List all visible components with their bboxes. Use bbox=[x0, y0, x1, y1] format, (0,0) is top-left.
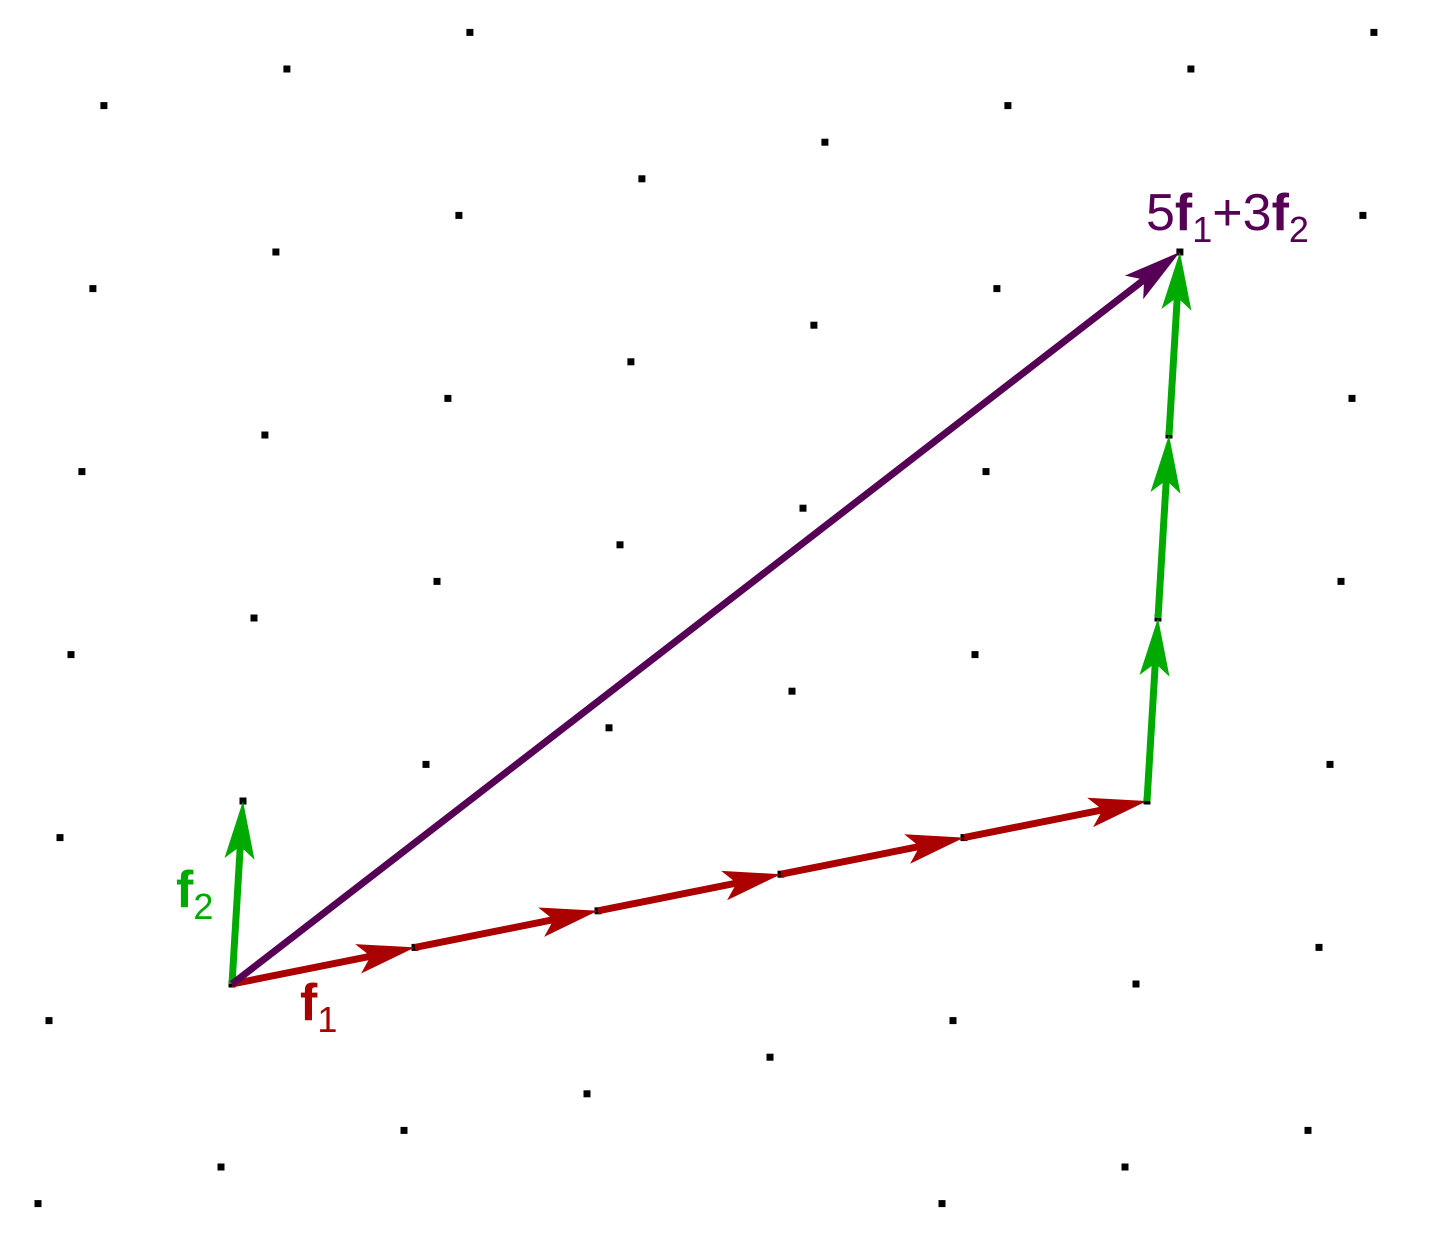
lattice-point bbox=[1359, 211, 1367, 219]
lattice-point bbox=[1337, 577, 1345, 585]
lattice-point bbox=[1348, 394, 1356, 402]
lattice-point bbox=[583, 1090, 591, 1098]
lattice-point bbox=[605, 724, 613, 732]
lattice-point bbox=[466, 28, 474, 36]
lattice-point bbox=[422, 760, 430, 768]
lattice-point bbox=[627, 358, 635, 366]
lattice-point bbox=[971, 651, 979, 659]
lattice-point bbox=[444, 394, 452, 402]
lattice-point bbox=[78, 468, 86, 476]
f1-step bbox=[963, 797, 1147, 842]
lattice-point bbox=[1121, 1163, 1129, 1171]
lattice-point bbox=[810, 321, 818, 329]
lattice-point bbox=[938, 1200, 946, 1208]
lattice-point bbox=[433, 577, 441, 585]
lattice-point bbox=[261, 431, 269, 439]
f2-step bbox=[1150, 435, 1181, 619]
lattice-point bbox=[799, 504, 807, 512]
lattice-point bbox=[1315, 943, 1323, 951]
lattice-point bbox=[67, 651, 75, 659]
lattice-point bbox=[89, 285, 97, 293]
lattice-point bbox=[1187, 65, 1195, 73]
lattice-point bbox=[616, 541, 624, 549]
f1-step bbox=[597, 870, 781, 915]
f2-step bbox=[1161, 252, 1192, 436]
f2-vector bbox=[224, 801, 255, 985]
lattice-point bbox=[400, 1126, 408, 1134]
lattice-point bbox=[56, 834, 64, 842]
f1-label: f1 bbox=[300, 974, 337, 1040]
lattice-point bbox=[34, 1200, 42, 1208]
lattice-point bbox=[949, 1017, 957, 1025]
f2-label: f2 bbox=[176, 861, 213, 927]
lattice-point bbox=[993, 285, 1001, 293]
lattice-point bbox=[1370, 28, 1378, 36]
lattice-point bbox=[821, 138, 829, 146]
lattice-point bbox=[638, 175, 646, 183]
sum-label: 5f1+3f2 bbox=[1146, 184, 1309, 250]
lattice-point bbox=[283, 65, 291, 73]
lattice-point bbox=[1004, 102, 1012, 110]
f1-step bbox=[414, 907, 598, 951]
lattice-point bbox=[1326, 760, 1334, 768]
vectors bbox=[224, 252, 1192, 988]
lattice-point bbox=[982, 468, 990, 476]
f1-step bbox=[780, 834, 964, 878]
lattice-point bbox=[1132, 980, 1140, 988]
lattice-point bbox=[272, 248, 280, 256]
lattice-point bbox=[788, 687, 796, 695]
sum-vector bbox=[229, 252, 1180, 987]
lattice-point bbox=[766, 1053, 774, 1061]
f1-step bbox=[231, 944, 415, 988]
lattice-point bbox=[100, 102, 108, 110]
lattice-point bbox=[1304, 1126, 1312, 1134]
lattice-point bbox=[455, 211, 463, 219]
lattice-point bbox=[217, 1163, 225, 1171]
lattice-point bbox=[45, 1017, 53, 1025]
f2-step bbox=[1139, 618, 1170, 802]
lattice-point bbox=[250, 614, 258, 622]
